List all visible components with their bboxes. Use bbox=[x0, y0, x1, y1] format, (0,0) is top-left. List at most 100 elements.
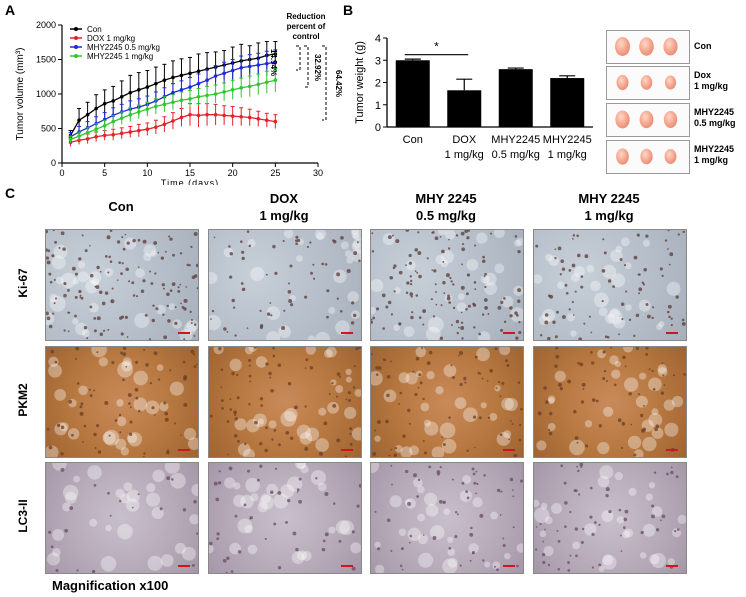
tumor-photo bbox=[606, 103, 690, 137]
tumor-photo-label: MHY2245 1 mg/kg bbox=[694, 144, 734, 166]
data-point bbox=[239, 85, 243, 90]
tissue-texture bbox=[534, 230, 686, 340]
y-tick-label: 4 bbox=[375, 33, 381, 45]
reduction-header-line-1: Reduction bbox=[286, 12, 326, 21]
tissue-texture bbox=[46, 347, 198, 457]
reduction-header-line-3: control bbox=[292, 32, 320, 41]
data-point bbox=[179, 115, 184, 120]
column-header-line: 1 mg/kg bbox=[259, 208, 309, 223]
tissue-texture bbox=[46, 230, 198, 340]
data-point bbox=[188, 85, 192, 89]
data-point bbox=[68, 137, 73, 142]
column-header-line: MHY 2245 bbox=[415, 191, 477, 206]
tumor-photo-label-line: Dox bbox=[694, 70, 712, 80]
x-tick-label: 0 bbox=[59, 168, 64, 178]
data-point bbox=[213, 92, 218, 96]
histology-image bbox=[208, 346, 362, 458]
data-point bbox=[196, 81, 201, 86]
tumor-specimen bbox=[663, 111, 678, 128]
data-point bbox=[247, 115, 252, 120]
bracket-1 bbox=[296, 45, 301, 71]
data-point bbox=[171, 90, 175, 95]
data-point bbox=[230, 114, 235, 118]
tumor-photo-label-line: Con bbox=[694, 41, 712, 51]
tissue-texture bbox=[371, 230, 523, 340]
tissue-texture bbox=[209, 230, 361, 340]
scale-bar bbox=[178, 565, 190, 567]
data-point bbox=[94, 134, 98, 139]
reduction-header-line-2: percent of bbox=[286, 22, 326, 31]
tissue-texture bbox=[209, 347, 361, 457]
x-tick-label: 25 bbox=[270, 168, 280, 178]
column-header: DOX 1 mg/kg bbox=[209, 190, 359, 224]
category-label: MHY2245 bbox=[543, 134, 592, 146]
data-point bbox=[111, 132, 115, 137]
data-point bbox=[119, 116, 124, 120]
data-point bbox=[213, 74, 218, 78]
tumor-specimen bbox=[616, 148, 629, 165]
data-point bbox=[265, 80, 269, 85]
bar bbox=[395, 60, 430, 127]
data-point bbox=[94, 127, 98, 131]
tissue-texture bbox=[47, 463, 198, 573]
category-label: Con bbox=[403, 134, 423, 146]
data-point bbox=[188, 112, 192, 117]
tissue-texture bbox=[534, 463, 686, 572]
data-point bbox=[145, 85, 150, 89]
category-label: DOX bbox=[452, 134, 477, 146]
tumor-specimen bbox=[663, 37, 678, 56]
x-tick-label: 10 bbox=[142, 168, 152, 178]
data-point bbox=[137, 110, 141, 114]
tumor-photo-label: Dox 1 mg/kg bbox=[694, 70, 728, 92]
data-point bbox=[119, 131, 124, 136]
category-label: MHY2245 bbox=[491, 134, 540, 146]
data-point bbox=[256, 117, 261, 121]
legend-label: MHY2245 0.5 mg/kg bbox=[87, 43, 160, 52]
tissue-texture bbox=[371, 347, 523, 457]
bar bbox=[498, 69, 533, 127]
tumor-photo-label-line: 1 mg/kg bbox=[694, 155, 729, 165]
data-point bbox=[265, 61, 269, 66]
scale-bar bbox=[503, 565, 515, 567]
data-point bbox=[256, 63, 261, 67]
data-point bbox=[94, 106, 98, 111]
y-tick-label: 0 bbox=[375, 122, 381, 134]
data-point bbox=[154, 125, 158, 129]
category-label: 1 mg/kg bbox=[548, 149, 587, 161]
bracket-2 bbox=[304, 45, 309, 88]
column-header-line: MHY 2245 bbox=[578, 191, 640, 206]
series-1 bbox=[68, 103, 278, 147]
data-point bbox=[145, 107, 150, 111]
data-point bbox=[145, 127, 150, 131]
x-tick-label: 15 bbox=[185, 168, 195, 178]
legend-marker bbox=[74, 27, 78, 31]
y-tick-label: 500 bbox=[41, 124, 56, 134]
row-label: PKM2 bbox=[16, 383, 30, 417]
tumor-photo-label: Con bbox=[694, 41, 712, 52]
y-tick-label: 1000 bbox=[36, 89, 56, 99]
data-point bbox=[85, 130, 90, 135]
tumor-specimen bbox=[640, 148, 653, 165]
data-point bbox=[230, 88, 235, 92]
bar bbox=[550, 78, 585, 127]
tumor-weight-bar-chart: 0 1 2 3 4 Tumor weight (g) Con DOX 1 mg/kg MHY224… bbox=[354, 33, 593, 161]
y-tick-label: 1500 bbox=[36, 55, 56, 65]
data-point bbox=[230, 68, 235, 73]
data-point bbox=[154, 81, 158, 86]
tissue-texture bbox=[536, 347, 686, 457]
tumor-photo bbox=[606, 140, 690, 174]
tumor-specimen bbox=[616, 74, 629, 91]
legend-marker bbox=[74, 36, 78, 40]
tumor-specimen bbox=[664, 75, 677, 90]
data-point bbox=[128, 130, 133, 134]
legend-label: Con bbox=[87, 25, 102, 34]
column-header: Con bbox=[46, 198, 196, 215]
row-label: Ki-67 bbox=[16, 268, 30, 298]
column-header-line: 1 mg/kg bbox=[584, 208, 634, 223]
data-point bbox=[196, 69, 201, 74]
legend-marker bbox=[74, 54, 78, 58]
histology-image bbox=[533, 229, 687, 341]
y-tick-label: 1 bbox=[375, 100, 381, 112]
data-point bbox=[239, 114, 243, 119]
data-point bbox=[85, 137, 90, 141]
